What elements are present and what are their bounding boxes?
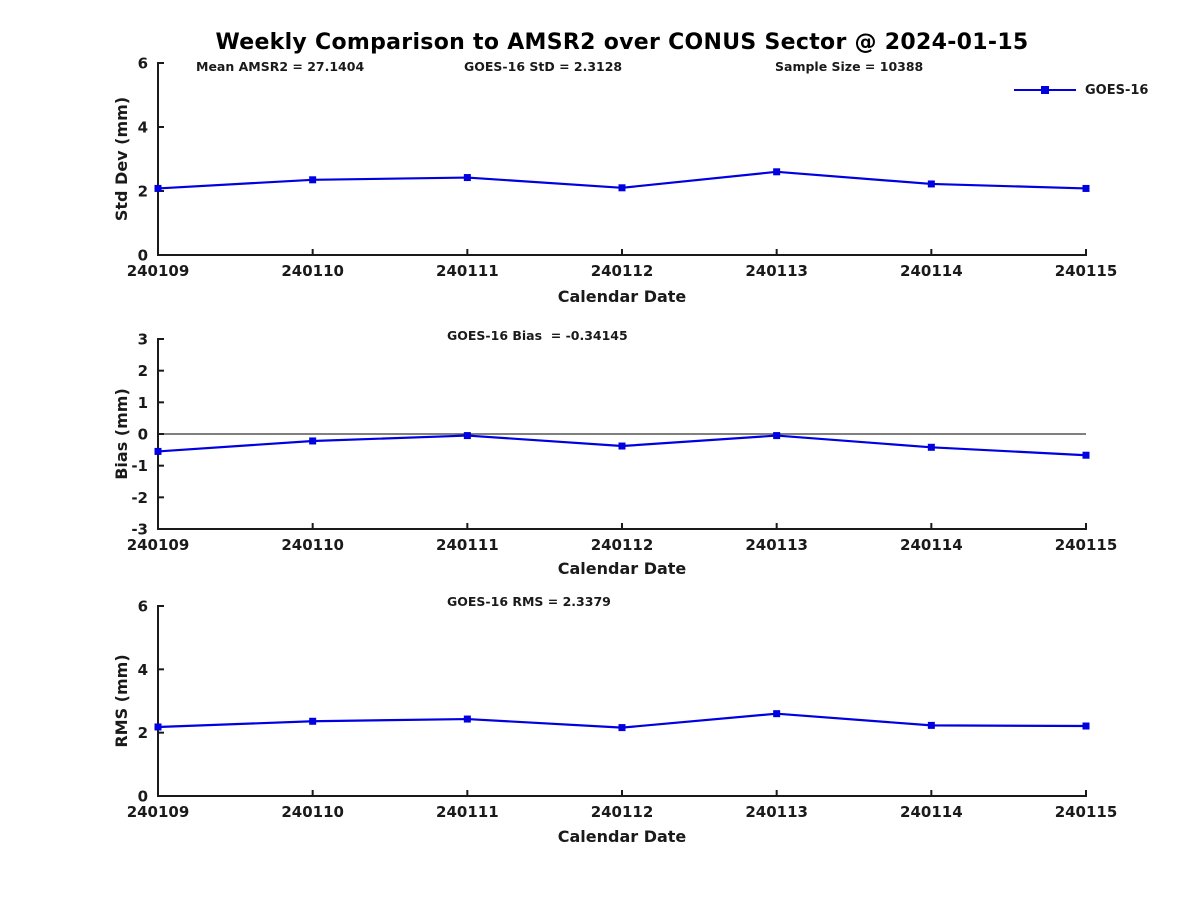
legend-label: GOES-16 (1085, 82, 1149, 98)
data-point (463, 715, 471, 723)
data-point (773, 432, 781, 440)
data-point (618, 724, 626, 732)
data-point (1082, 451, 1090, 459)
annotation-goes16-rms: GOES-16 RMS = 2.3379 (447, 594, 611, 609)
x-tick-label: 240112 (591, 262, 654, 280)
data-point (1082, 184, 1090, 192)
y-tick-label: 4 (138, 119, 148, 137)
y-tick-label: 2 (138, 724, 148, 742)
y-tick-label: 2 (138, 362, 148, 380)
x-tick-label: 240113 (745, 536, 808, 554)
y-tick-label: 0 (138, 788, 148, 806)
legend-line-sample (1014, 86, 1076, 94)
data-point (927, 443, 935, 451)
data-point (154, 447, 162, 455)
x-tick-label: 240110 (281, 536, 344, 554)
chart-title: Weekly Comparison to AMSR2 over CONUS Se… (215, 30, 1029, 55)
annotation-goes16-std: GOES-16 StD = 2.3128 (464, 59, 623, 74)
data-point (154, 184, 162, 192)
x-tick-label: 240110 (281, 803, 344, 821)
annotation-sample-size: Sample Size = 10388 (775, 59, 924, 74)
data-point (927, 721, 935, 729)
data-point (154, 723, 162, 731)
data-point (618, 184, 626, 192)
data-point (309, 717, 317, 725)
x-tick-label: 240112 (591, 803, 654, 821)
x-axis-label-calendar-date-2: Calendar Date (557, 559, 687, 578)
x-tick-label: 240111 (436, 803, 499, 821)
y-tick-label: 3 (138, 331, 148, 349)
x-tick-label: 240113 (745, 262, 808, 280)
data-point (773, 710, 781, 718)
y-tick-label: 6 (138, 55, 148, 73)
y-tick-label: -3 (131, 521, 148, 539)
y-tick-label: 4 (138, 661, 148, 679)
x-axis-label-calendar-date-1: Calendar Date (557, 287, 687, 306)
x-tick-label: 240109 (127, 803, 190, 821)
y-tick-label: 0 (138, 426, 148, 444)
annotation-mean-amsr2: Mean AMSR2 = 27.1404 (196, 59, 365, 74)
legend: GOES-16 (1014, 82, 1148, 98)
data-point (463, 174, 471, 182)
annotation-goes16-bias: GOES-16 Bias = -0.34145 (447, 328, 628, 343)
data-point (309, 437, 317, 445)
x-tick-label: 240114 (900, 536, 963, 554)
x-tick-label: 240112 (591, 536, 654, 554)
data-point (618, 442, 626, 450)
x-tick-label: 240115 (1055, 262, 1118, 280)
data-point (463, 432, 471, 440)
data-point (773, 168, 781, 176)
data-point (309, 176, 317, 184)
x-tick-label: 240115 (1055, 536, 1118, 554)
x-tick-label: 240115 (1055, 803, 1118, 821)
data-point (927, 180, 935, 188)
y-tick-label: 2 (138, 183, 148, 201)
x-axis-label-calendar-date-3: Calendar Date (557, 827, 687, 846)
x-tick-label: 240111 (436, 262, 499, 280)
legend-square-marker-icon (1041, 86, 1049, 94)
y-tick-label: 1 (138, 394, 148, 412)
x-tick-label: 240114 (900, 262, 963, 280)
x-tick-label: 240113 (745, 803, 808, 821)
x-tick-label: 240109 (127, 262, 190, 280)
y-axis-label-bias: Bias (mm) (112, 388, 131, 480)
x-tick-label: 240110 (281, 262, 344, 280)
x-tick-label: 240111 (436, 536, 499, 554)
y-tick-label: 0 (138, 247, 148, 265)
y-tick-label: -1 (131, 457, 148, 475)
y-axis-label-rms: RMS (mm) (112, 654, 131, 748)
y-tick-label: 6 (138, 598, 148, 616)
x-tick-label: 240109 (127, 536, 190, 554)
data-point (1082, 722, 1090, 730)
x-tick-label: 240114 (900, 803, 963, 821)
y-axis-label-stddev: Std Dev (mm) (112, 96, 131, 222)
y-tick-label: -2 (131, 489, 148, 507)
